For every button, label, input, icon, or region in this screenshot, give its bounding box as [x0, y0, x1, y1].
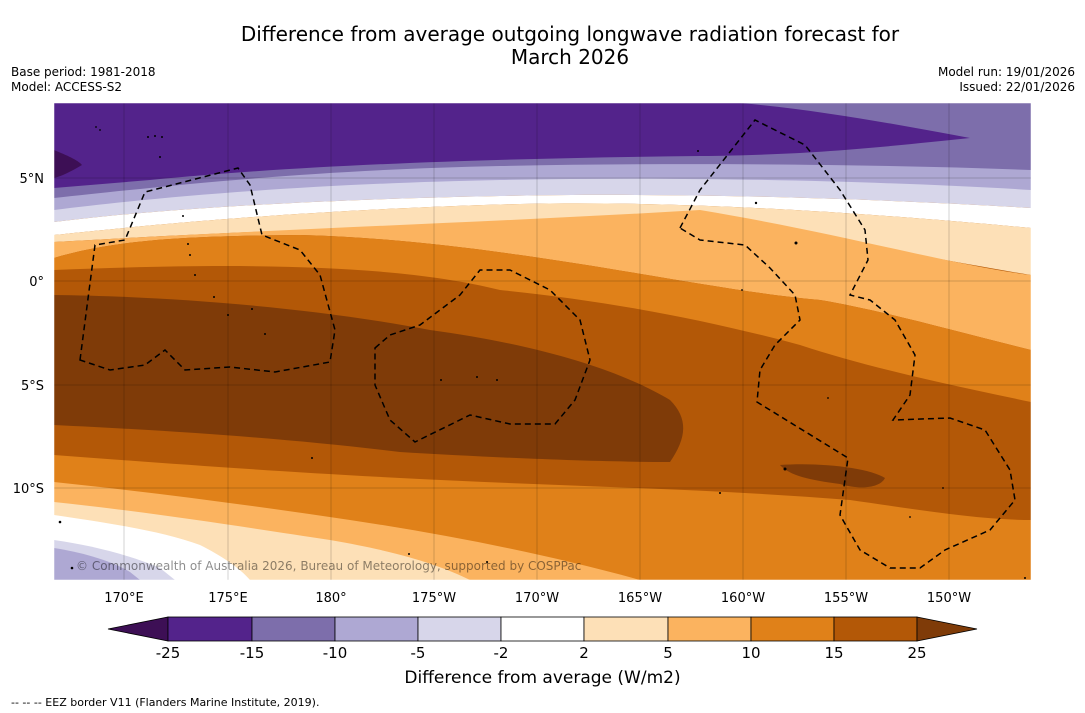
lon-tick: 180°: [315, 591, 346, 606]
lat-tick: 0°: [29, 275, 44, 290]
lon-tick: 150°W: [927, 591, 971, 606]
colorbar-label: -2: [494, 644, 509, 662]
lon-tick: 165°W: [618, 591, 662, 606]
band-below-minus25: [54, 150, 82, 178]
lon-tick: 175°W: [412, 591, 456, 606]
base-period: Base period: 1981-2018: [11, 65, 156, 79]
lat-tick: 5°S: [21, 379, 44, 394]
lon-tick: 170°E: [104, 591, 144, 606]
colorbar-bin: [583, 616, 669, 642]
anomaly-field: © Commonwealth of Australia 2026, Bureau…: [54, 103, 1031, 580]
colorbar-bin: [251, 616, 336, 642]
colorbar-bin: [833, 616, 918, 642]
chart-title-line1: Difference from average outgoing longwav…: [240, 22, 900, 46]
colorbar-labels: -25 -15 -10 -5 -2 2 5 10 15 25: [156, 644, 927, 662]
colorbar-label: -25: [156, 644, 181, 662]
band-minus25-minus15: [54, 103, 970, 188]
eez-legend-note: -- -- -- EEZ border V11 (Flanders Marine…: [11, 696, 320, 709]
graticule: [54, 103, 1031, 580]
colorbar-label: -5: [411, 644, 426, 662]
model-name: Model: ACCESS-S2: [11, 80, 123, 94]
chart-title-line2: March 2026: [510, 45, 630, 69]
colorbar-label: -15: [240, 644, 265, 662]
lat-ticks: 5°N 0° 5°S 10°S: [13, 172, 44, 497]
colorbar-extend-high: [916, 616, 978, 642]
colorbar-bin: [334, 616, 419, 642]
lon-tick: 170°W: [515, 591, 559, 606]
colorbar-label: 25: [907, 644, 926, 662]
lon-ticks: 170°E 175°E 180° 175°W 170°W 165°W 160°W…: [104, 591, 971, 606]
copyright-notice: © Commonwealth of Australia 2026, Bureau…: [76, 559, 581, 573]
band-neutral: [54, 194, 1031, 235]
colorbar-label: -10: [323, 644, 348, 662]
colorbar-label: 2: [579, 644, 589, 662]
eez-borders: [79, 119, 1016, 569]
colorbar-bin: [167, 616, 253, 642]
issued-date: Issued: 22/01/2026: [959, 80, 1075, 94]
colorbar: [107, 616, 978, 642]
colorbar-axis-label: Difference from average (W/m2): [404, 668, 681, 688]
colorbar-extend-low: [107, 616, 169, 642]
colorbar-bin: [750, 616, 835, 642]
band-minus10-south: [54, 548, 140, 580]
band-2-5: [54, 203, 1031, 275]
map-frame: [53, 102, 1032, 581]
band-above-25-east: [780, 464, 885, 488]
model-run: Model run: 19/01/2026: [937, 65, 1075, 79]
colorbar-label: 10: [741, 644, 760, 662]
lon-tick: 175°E: [208, 591, 248, 606]
band-above-25: [54, 295, 684, 462]
lon-tick: 155°W: [824, 591, 868, 606]
islands: [58, 126, 1026, 579]
band-10-15-north: [54, 235, 1031, 402]
lat-tick: 5°N: [20, 172, 45, 187]
lat-tick: 10°S: [13, 482, 44, 497]
lon-tick: 160°W: [721, 591, 765, 606]
colorbar-label: 15: [824, 644, 843, 662]
colorbar-label: 5: [663, 644, 673, 662]
colorbar-bin: [500, 616, 585, 642]
colorbar-bin: [667, 616, 752, 642]
band-5-10: [54, 210, 1031, 350]
colorbar-bin: [417, 616, 502, 642]
